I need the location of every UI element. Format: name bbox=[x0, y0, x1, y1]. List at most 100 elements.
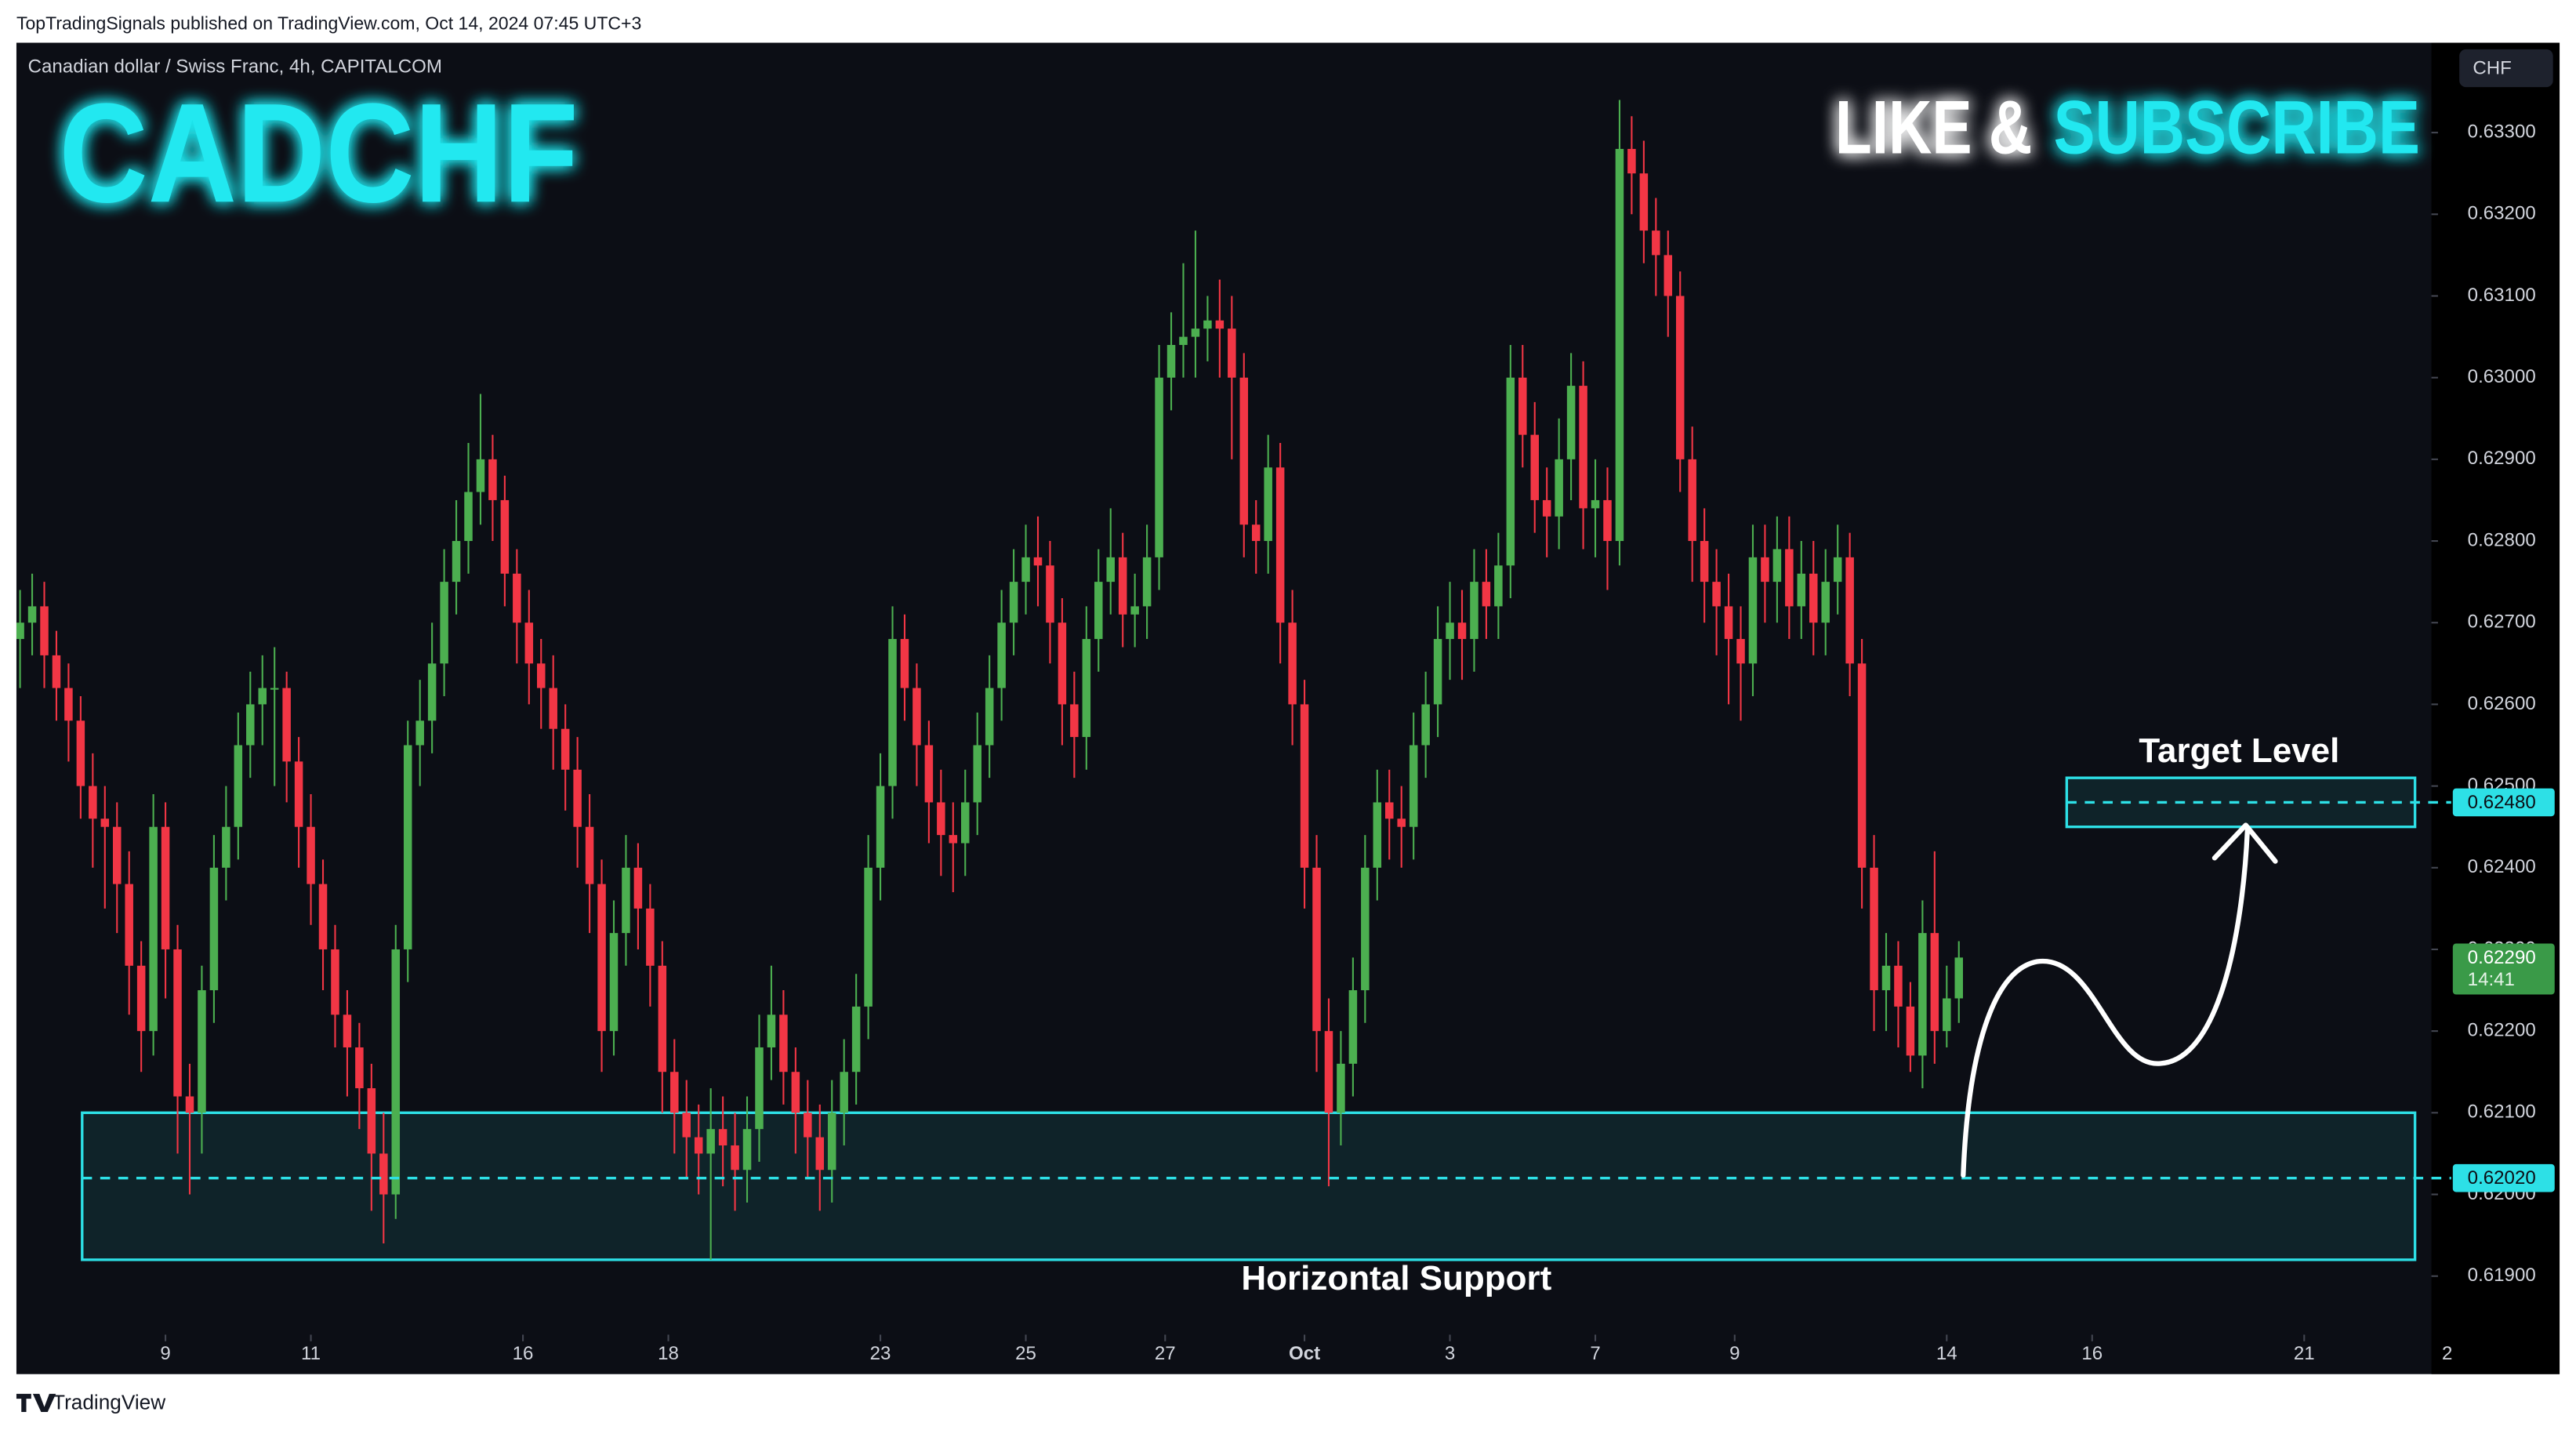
candle-body bbox=[585, 826, 594, 884]
candle-body bbox=[1954, 957, 1964, 999]
candle-body bbox=[706, 1129, 715, 1154]
candle-body bbox=[633, 867, 643, 909]
candle-body bbox=[1130, 606, 1139, 615]
candle-body bbox=[767, 1014, 776, 1047]
candle-body bbox=[282, 688, 291, 762]
candle-body bbox=[1724, 606, 1733, 640]
level-badge-label: 0.62480 bbox=[2468, 792, 2536, 813]
candle-body bbox=[1833, 557, 1842, 583]
y-tick-label: 0.62900 bbox=[2468, 448, 2536, 469]
candle-body bbox=[149, 826, 158, 1032]
candle-body bbox=[403, 745, 412, 949]
candle-body bbox=[779, 1014, 788, 1072]
candle-body bbox=[1433, 639, 1442, 705]
x-tick-label: 16 bbox=[513, 1343, 534, 1364]
candle-body bbox=[379, 1153, 388, 1195]
y-tick-label: 0.63300 bbox=[2468, 121, 2536, 142]
zone-label: Target Level bbox=[2139, 731, 2339, 770]
candle-body bbox=[198, 990, 206, 1113]
candle-body bbox=[258, 688, 267, 705]
y-tick-label: 0.62400 bbox=[2468, 856, 2536, 877]
candle-body bbox=[1070, 704, 1079, 738]
chart-title: CADCHF bbox=[59, 74, 578, 232]
candle-body bbox=[1142, 557, 1152, 607]
candle-body bbox=[1615, 148, 1624, 542]
candle-body bbox=[1191, 328, 1200, 337]
candle-body bbox=[1797, 573, 1806, 607]
candle-body bbox=[1470, 582, 1478, 640]
candle-body bbox=[513, 573, 521, 623]
candle-body bbox=[391, 949, 401, 1195]
candle-body bbox=[222, 826, 230, 868]
candle-body bbox=[1857, 663, 1867, 868]
candle-body bbox=[1688, 459, 1696, 542]
candle-body bbox=[136, 965, 146, 1032]
y-tick-label: 0.62800 bbox=[2468, 529, 2536, 550]
candle-body bbox=[1881, 965, 1891, 991]
candle-body bbox=[234, 745, 243, 827]
candle-body bbox=[1748, 557, 1758, 664]
candle-body bbox=[1494, 565, 1503, 607]
candle-body bbox=[646, 908, 655, 966]
candle-body bbox=[89, 786, 97, 819]
candle-body bbox=[1215, 320, 1225, 329]
candle-body bbox=[1155, 377, 1163, 557]
tradingview-logo bbox=[16, 1393, 56, 1412]
y-tick-label: 0.63100 bbox=[2468, 285, 2536, 306]
candle-body bbox=[900, 639, 909, 688]
candle-body bbox=[1373, 802, 1382, 868]
candle-body bbox=[937, 802, 945, 836]
candle-body bbox=[452, 541, 461, 583]
candle-body bbox=[1652, 230, 1660, 256]
candle-body bbox=[464, 492, 473, 542]
countdown-label: 14:41 bbox=[2468, 969, 2515, 990]
x-tick-label: 7 bbox=[1590, 1343, 1600, 1364]
candle-body bbox=[973, 745, 981, 803]
candle-body bbox=[1712, 582, 1721, 607]
last-price-badge bbox=[2452, 943, 2555, 995]
candle-body bbox=[573, 769, 582, 827]
candle-body bbox=[1785, 549, 1794, 607]
candle-body bbox=[64, 688, 73, 721]
candle-body bbox=[40, 606, 49, 655]
x-tick-label: 9 bbox=[1729, 1343, 1740, 1364]
candle-body bbox=[1918, 933, 1927, 1056]
x-tick-label: 9 bbox=[160, 1343, 170, 1364]
candle-body bbox=[888, 639, 897, 786]
candle-body bbox=[1397, 818, 1406, 827]
plot-area bbox=[16, 100, 2417, 1261]
price-axis-panel bbox=[2431, 42, 2560, 1374]
footer-brand: TradingView bbox=[53, 1390, 165, 1414]
candle-body bbox=[1179, 336, 1188, 345]
level-badge-label: 0.62020 bbox=[2468, 1167, 2536, 1189]
candle-body bbox=[209, 867, 219, 991]
candle-body bbox=[440, 582, 448, 664]
candle-body bbox=[1761, 557, 1769, 583]
currency-label[interactable]: CHF bbox=[2473, 57, 2512, 78]
candle-body bbox=[1506, 377, 1515, 566]
zone-label: Horizontal Support bbox=[1241, 1259, 1551, 1298]
candle-body bbox=[476, 459, 485, 492]
candle-body bbox=[318, 884, 328, 949]
candle-body bbox=[876, 786, 885, 868]
candle-body bbox=[1555, 459, 1563, 517]
candle-body bbox=[427, 663, 437, 721]
candle-body bbox=[1736, 639, 1745, 664]
candle-body bbox=[1046, 565, 1054, 623]
candle-body bbox=[1639, 173, 1649, 231]
currency-button[interactable] bbox=[2459, 49, 2553, 88]
y-tick-label: 0.62200 bbox=[2468, 1019, 2536, 1040]
x-tick-label: 3 bbox=[1445, 1343, 1455, 1364]
x-tick-label: 23 bbox=[870, 1343, 891, 1364]
candle-body bbox=[997, 622, 1006, 688]
y-tick-label: 0.63200 bbox=[2468, 203, 2536, 224]
candle-body bbox=[270, 688, 279, 690]
candle-body bbox=[1542, 499, 1551, 517]
candle-body bbox=[1251, 524, 1261, 542]
candle-body bbox=[1348, 990, 1358, 1064]
candle-body bbox=[125, 884, 133, 966]
candle-body bbox=[742, 1129, 752, 1170]
candle-body bbox=[1906, 1006, 1915, 1056]
chart-background bbox=[16, 42, 2560, 1374]
